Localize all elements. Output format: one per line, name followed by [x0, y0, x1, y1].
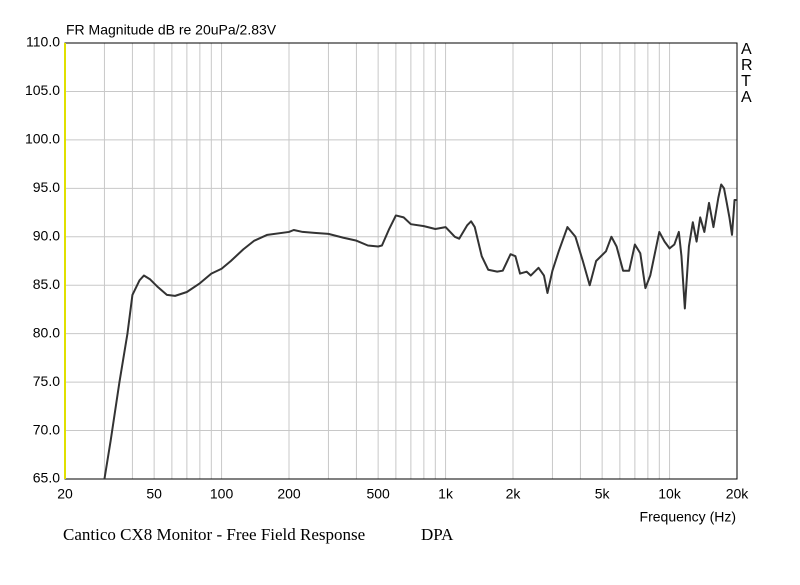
y-tick-label: 75.0: [33, 373, 60, 389]
x-tick-label: 2k: [506, 486, 522, 502]
x-tick-label: 1k: [438, 486, 454, 502]
y-axis-label: FR Magnitude dB re 20uPa/2.83V: [66, 22, 277, 38]
y-tick-label: 95.0: [33, 179, 60, 195]
y-tick-label: 65.0: [33, 470, 60, 486]
series-line: [103, 183, 737, 480]
x-tick-label: 20: [57, 486, 73, 502]
y-tick-label: 85.0: [33, 276, 60, 292]
y-tick-label: 105.0: [25, 82, 60, 98]
x-tick-label: 500: [366, 486, 390, 502]
x-tick-label: 200: [277, 486, 301, 502]
y-tick-label: 80.0: [33, 324, 60, 340]
footer: Cantico CX8 Monitor - Free Field Respons…: [63, 525, 365, 544]
x-tick-label: 50: [146, 486, 162, 502]
y-tick-label: 100.0: [25, 131, 60, 147]
x-tick-label: 10k: [658, 486, 682, 502]
footer-right: DPA: [421, 525, 454, 544]
y-tick-label: 90.0: [33, 227, 60, 243]
x-tick-label: 20k: [726, 486, 750, 502]
x-tick-label: 5k: [595, 486, 611, 502]
y-tick-label: 110.0: [26, 34, 60, 50]
watermark: ARTA: [741, 41, 753, 106]
y-tick-label: 70.0: [33, 421, 60, 437]
x-axis-label: Frequency (Hz): [640, 509, 736, 525]
plot-frame: [64, 42, 738, 480]
x-tick-label: 100: [210, 486, 234, 502]
